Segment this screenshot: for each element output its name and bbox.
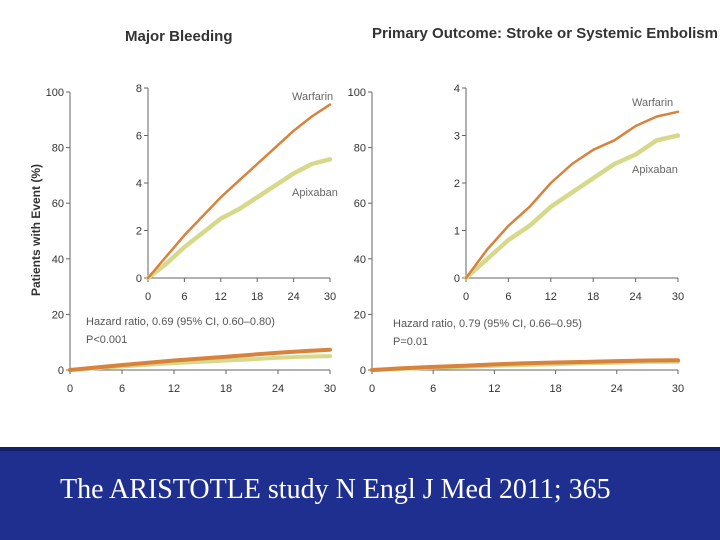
y-axis-title: Patients with Event (%) [29,164,43,296]
inset-y-tick-label: 0 [136,273,142,285]
inset-x-tick-label: 6 [181,291,187,303]
inset-x-tick-label: 0 [463,291,469,303]
inset-curve-warfarin [464,110,680,280]
inset-y-tick-label: 4 [136,178,142,190]
main-y-tick-label: 20 [354,309,366,321]
series-label-warfarin: Warfarin [632,97,673,109]
inset-x-tick-label: 12 [215,291,227,303]
inset-y-tick-label: 0 [454,273,460,285]
main-y-tick-label: 40 [52,254,64,266]
chart-title: Major Bleeding [125,28,233,45]
inset-y-tick-label: 1 [454,226,460,238]
inset-y-tick-label: 3 [454,131,460,143]
annotation-text: P<0.001 [86,334,127,346]
main-y-tick-label: 80 [52,143,64,155]
main-y-tick-label: 60 [52,198,64,210]
citation-text: The ARISTOTLE study N Engl J Med 2011; 3… [60,474,611,505]
main-y-tick-label: 40 [354,254,366,266]
inset-x-tick-label: 0 [145,291,151,303]
inset-x-tick-label: 18 [251,291,263,303]
inset-y-tick-label: 6 [136,131,142,143]
main-y-tick-label: 100 [46,87,64,99]
annotation-text: P=0.01 [393,336,428,348]
main-curve-warfarin [370,358,680,372]
inset-x-tick-label: 6 [505,291,511,303]
footer-band [0,447,720,540]
main-x-tick-label: 30 [672,383,684,395]
footer-divider [0,447,720,451]
main-x-tick-label: 6 [430,383,436,395]
series-label-apixaban: Apixaban [292,187,338,199]
main-x-tick-label: 12 [488,383,500,395]
main-x-tick-label: 24 [611,383,623,395]
inset-x-tick-label: 18 [587,291,599,303]
chart-title: Primary Outcome: Stroke or Systemic Embo… [372,25,718,42]
inset-y-tick-label: 2 [136,226,142,238]
series-label-apixaban: Apixaban [632,164,678,176]
chart-panel-stroke-embolism: Primary Outcome: Stroke or Systemic Embo… [348,25,718,395]
inset-y-tick-label: 8 [136,83,142,95]
inset-curve-apixaban [145,157,333,281]
main-x-tick-label: 0 [369,383,375,395]
main-x-tick-label: 24 [272,383,284,395]
series-label-warfarin: Warfarin [292,91,333,103]
inset-y-tick-label: 4 [454,83,460,95]
inset-x-tick-label: 24 [287,291,299,303]
main-y-tick-label: 0 [58,365,64,377]
main-x-tick-label: 18 [220,383,232,395]
inset-curve-apixaban [463,133,681,281]
main-x-tick-label: 12 [168,383,180,395]
inset-x-tick-label: 24 [629,291,641,303]
inset-y-tick-label: 2 [454,178,460,190]
main-curve-warfarin [68,347,332,372]
inset-x-tick-label: 30 [672,291,684,303]
main-x-tick-label: 30 [324,383,336,395]
main-y-tick-label: 20 [52,309,64,321]
main-y-tick-label: 80 [354,143,366,155]
inset-curve-warfarin [146,103,332,280]
main-x-tick-label: 0 [67,383,73,395]
annotation-text: Hazard ratio, 0.69 (95% CI, 0.60–0.80) [86,316,275,328]
main-x-tick-label: 6 [119,383,125,395]
main-y-tick-label: 60 [354,198,366,210]
inset-x-tick-label: 30 [324,291,336,303]
annotation-text: Hazard ratio, 0.79 (95% CI, 0.66–0.95) [393,318,582,330]
main-y-tick-label: 0 [360,365,366,377]
inset-x-tick-label: 12 [545,291,557,303]
main-y-tick-label: 100 [348,87,366,99]
main-x-tick-label: 18 [549,383,561,395]
